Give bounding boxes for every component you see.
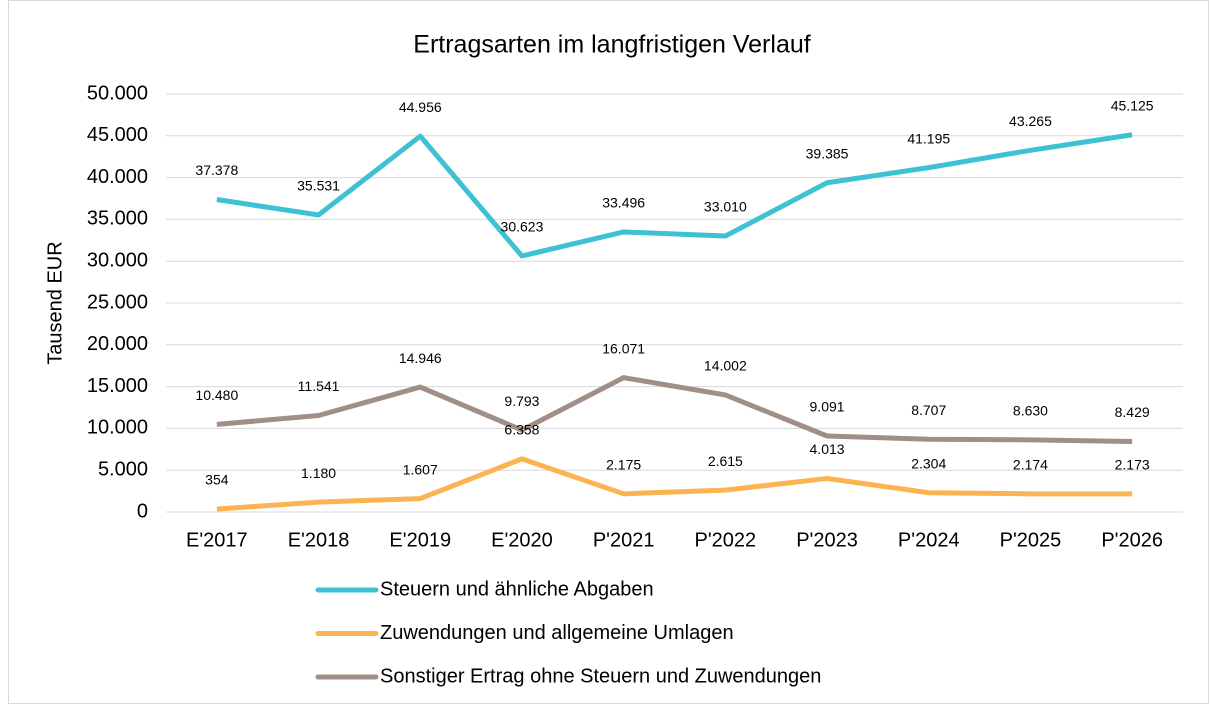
data-label: 45.125 (1111, 97, 1154, 113)
x-tick-label: E'2019 (389, 529, 451, 551)
y-tick-label: 25.000 (87, 291, 148, 313)
legend-label: Sonstiger Ertrag ohne Steuern und Zuwend… (380, 665, 821, 687)
y-tick-label: 50.000 (87, 82, 148, 104)
x-tick-label: E'2017 (186, 529, 248, 551)
y-tick-label: 10.000 (87, 417, 148, 439)
data-label: 41.195 (907, 130, 950, 146)
data-label: 30.623 (501, 219, 544, 235)
data-label: 1.607 (403, 461, 438, 477)
x-tick-label: P'2022 (695, 529, 757, 551)
x-tick-label: P'2023 (796, 529, 858, 551)
data-label: 2.175 (606, 457, 641, 473)
data-label: 44.956 (399, 99, 442, 115)
y-tick-label: 30.000 (87, 249, 148, 271)
x-tick-label: P'2024 (898, 529, 960, 551)
series-line (216, 456, 1133, 512)
data-label: 11.541 (298, 378, 340, 394)
chart-frame (8, 0, 1209, 704)
data-label: 2.174 (1013, 457, 1048, 473)
series-line (216, 132, 1133, 259)
y-tick-label: 45.000 (87, 124, 148, 146)
data-label: 2.304 (911, 455, 946, 471)
data-label: 354 (205, 472, 229, 488)
data-label: 33.496 (602, 195, 645, 211)
data-label: 4.013 (810, 441, 845, 457)
data-label: 10.480 (195, 387, 238, 403)
y-tick-label: 5.000 (98, 458, 148, 480)
data-label: 14.946 (399, 350, 442, 366)
data-label: 43.265 (1009, 113, 1052, 129)
x-tick-label: E'2020 (491, 529, 553, 551)
data-label: 14.002 (704, 358, 747, 374)
x-tick-label: P'2021 (593, 529, 655, 551)
y-tick-label: 0 (137, 500, 148, 522)
y-tick-label: 15.000 (87, 375, 148, 397)
data-label: 8.429 (1115, 404, 1150, 420)
series-line (216, 375, 1133, 445)
legend-label: Steuern und ähnliche Abgaben (380, 578, 654, 600)
data-label: 37.378 (195, 162, 238, 178)
data-label: 2.615 (708, 453, 743, 469)
data-label: 9.793 (504, 393, 539, 409)
x-tick-label: P'2026 (1101, 529, 1163, 551)
data-label: 2.173 (1115, 457, 1150, 473)
x-tick-label: E'2018 (288, 529, 350, 551)
data-label: 8.707 (911, 402, 946, 418)
y-tick-label: 35.000 (87, 208, 148, 230)
data-label: 9.091 (810, 399, 845, 415)
legend-label: Zuwendungen und allgemeine Umlagen (380, 622, 734, 644)
data-label: 8.630 (1013, 403, 1048, 419)
data-label: 33.010 (704, 199, 747, 215)
data-label: 6.358 (504, 422, 539, 438)
data-label: 39.385 (806, 145, 849, 161)
data-label: 35.531 (297, 178, 340, 194)
chart-title: Ertragsarten im langfristigen Verlauf (413, 31, 810, 59)
y-axis-label: Tausend EUR (44, 241, 66, 364)
x-tick-label: P'2025 (1000, 529, 1062, 551)
y-tick-label: 20.000 (87, 333, 148, 355)
y-tick-label: 40.000 (87, 166, 148, 188)
data-label: 1.180 (301, 465, 336, 481)
data-label: 16.071 (602, 340, 645, 356)
